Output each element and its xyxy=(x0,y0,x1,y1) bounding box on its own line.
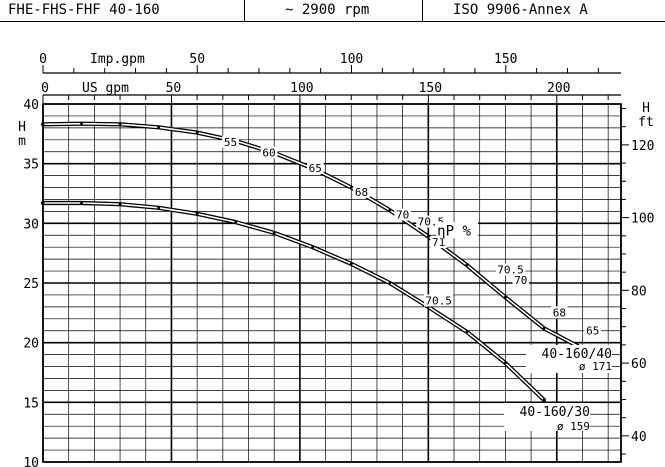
us-gpm-tick-label: 200 xyxy=(547,81,570,96)
y-axis-unit: m xyxy=(18,134,26,149)
efficiency-label: 70.5 xyxy=(425,294,452,307)
data-point xyxy=(349,186,353,189)
efficiency-label-bg xyxy=(495,263,526,276)
data-point xyxy=(504,361,507,365)
efficiency-label: 70 xyxy=(396,209,409,222)
data-point xyxy=(465,330,469,334)
y-tick-label: 20 xyxy=(23,337,39,352)
efficiency-label-bg xyxy=(551,306,568,319)
data-point xyxy=(41,122,45,126)
data-point xyxy=(388,281,392,285)
efficiency-label: 68 xyxy=(553,306,566,319)
data-point xyxy=(349,262,353,266)
imp-gpm-tick-label: 150 xyxy=(494,52,517,67)
data-point xyxy=(234,220,238,224)
data-point xyxy=(272,231,276,235)
efficiency-label: 65 xyxy=(309,162,322,175)
data-point xyxy=(542,326,546,330)
us-gpm-tick-label: 150 xyxy=(419,81,442,96)
model-label: FHE-FHS-FHF 40-160 xyxy=(8,2,160,18)
ft-tick-label: 40 xyxy=(631,430,647,445)
efficiency-label: 70 xyxy=(514,274,527,287)
ft-tick-label: 100 xyxy=(631,212,654,227)
series-name-label: 40-160/40 xyxy=(542,347,612,362)
imp-gpm-tick-label: 100 xyxy=(340,52,363,67)
efficiency-label: 65 xyxy=(586,324,599,337)
efficiency-title-bg xyxy=(436,222,479,239)
ft-tick-label: 80 xyxy=(631,284,647,299)
header-divider xyxy=(244,0,245,22)
data-point xyxy=(157,125,161,129)
data-point xyxy=(311,245,315,249)
efficiency-label: 55 xyxy=(224,136,237,149)
imp-gpm-axis-title: Imp.gpm xyxy=(90,52,145,67)
ft-axis-title: H xyxy=(642,101,650,116)
efficiency-label-bg xyxy=(430,236,447,249)
data-point xyxy=(504,295,507,299)
y-tick-label: 15 xyxy=(23,396,39,411)
efficiency-label-bg xyxy=(307,162,324,175)
head-curve-core xyxy=(42,202,545,401)
y-tick-label: 35 xyxy=(23,158,39,173)
efficiency-label-bg xyxy=(584,324,602,337)
data-point xyxy=(118,122,122,126)
us-gpm-tick-label: 100 xyxy=(290,81,313,96)
efficiency-label-bg xyxy=(222,135,239,148)
chart-header: FHE-FHS-FHF 40-160 ~ 2900 rpm ISO 9906-A… xyxy=(0,0,665,22)
data-point xyxy=(118,202,122,206)
head-curve-core xyxy=(42,122,584,350)
efficiency-label-bg xyxy=(512,274,530,287)
data-point xyxy=(80,201,83,205)
us-gpm-tick-label: 0 xyxy=(41,81,49,96)
y-tick-label: 30 xyxy=(23,217,39,232)
data-point xyxy=(542,398,546,402)
series-diameter-label: ø 159 xyxy=(557,420,590,433)
efficiency-label: 70.5 xyxy=(497,263,524,276)
y-tick-label: 40 xyxy=(23,98,39,113)
series-label-bg xyxy=(504,403,590,431)
y-tick-label: 25 xyxy=(23,277,39,292)
ft-axis-unit: ft xyxy=(638,115,654,130)
data-point xyxy=(41,201,45,205)
efficiency-label-bg xyxy=(424,294,454,307)
imp-gpm-tick-label: 0 xyxy=(39,52,47,67)
imp-gpm-tick-label: 50 xyxy=(189,52,205,67)
data-point xyxy=(426,235,430,238)
efficiency-label: 71 xyxy=(432,236,445,249)
efficiency-title: ηP % xyxy=(437,223,471,239)
speed-label: ~ 2900 rpm xyxy=(285,2,370,18)
ft-tick-label: 60 xyxy=(631,357,647,372)
head-curve-outline xyxy=(40,121,585,351)
data-point xyxy=(388,208,392,212)
us-gpm-axis-title: US gpm xyxy=(82,81,129,96)
standard-label: ISO 9906-Annex A xyxy=(453,2,588,18)
efficiency-label-bg xyxy=(260,146,278,159)
efficiency-label-bg xyxy=(353,185,370,198)
data-point xyxy=(157,206,161,210)
series-name-label: 40-160/30 xyxy=(520,405,590,420)
y-tick-label: 10 xyxy=(23,456,39,467)
data-point xyxy=(195,212,199,216)
data-point xyxy=(195,131,199,135)
ft-tick-label: 120 xyxy=(631,139,654,154)
y-axis-title: H xyxy=(18,120,26,135)
header-divider xyxy=(422,0,423,22)
efficiency-label: 60 xyxy=(262,147,275,160)
series-diameter-label: ø 171 xyxy=(579,360,612,373)
efficiency-label-bg xyxy=(394,208,411,221)
efficiency-label: 68 xyxy=(355,186,368,199)
data-point xyxy=(465,263,469,267)
us-gpm-tick-label: 50 xyxy=(166,81,182,96)
data-point xyxy=(80,122,83,126)
series-label-bg xyxy=(526,345,612,373)
